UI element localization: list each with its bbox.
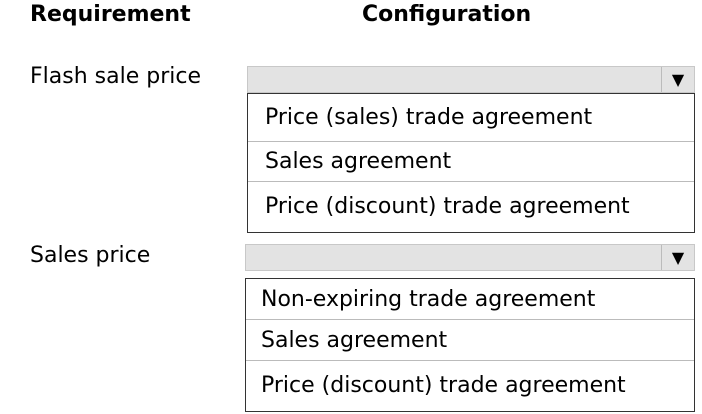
dropdown-options: Price (sales) trade agreement Sales agre… bbox=[247, 93, 695, 233]
requirement-label: Sales price bbox=[30, 243, 151, 268]
option[interactable]: Sales agreement bbox=[248, 142, 694, 182]
option[interactable]: Price (discount) trade agreement bbox=[265, 194, 630, 219]
option[interactable]: Price (discount) trade agreement bbox=[261, 373, 626, 398]
requirement-label: Flash sale price bbox=[30, 64, 201, 89]
dropdown-select[interactable]: ▼ bbox=[247, 66, 695, 93]
option[interactable]: Non-expiring trade agreement bbox=[246, 279, 694, 320]
requirement-header: Requirement bbox=[30, 2, 191, 27]
dropdown-options: Non-expiring trade agreement Sales agree… bbox=[245, 278, 695, 412]
chevron-down-icon[interactable]: ▼ bbox=[661, 245, 694, 270]
chevron-down-icon[interactable]: ▼ bbox=[661, 67, 694, 92]
option[interactable]: Price (sales) trade agreement bbox=[248, 94, 694, 142]
configuration-header: Configuration bbox=[362, 2, 532, 27]
option[interactable]: Sales agreement bbox=[246, 320, 694, 361]
dropdown-select[interactable]: ▼ bbox=[245, 244, 695, 271]
